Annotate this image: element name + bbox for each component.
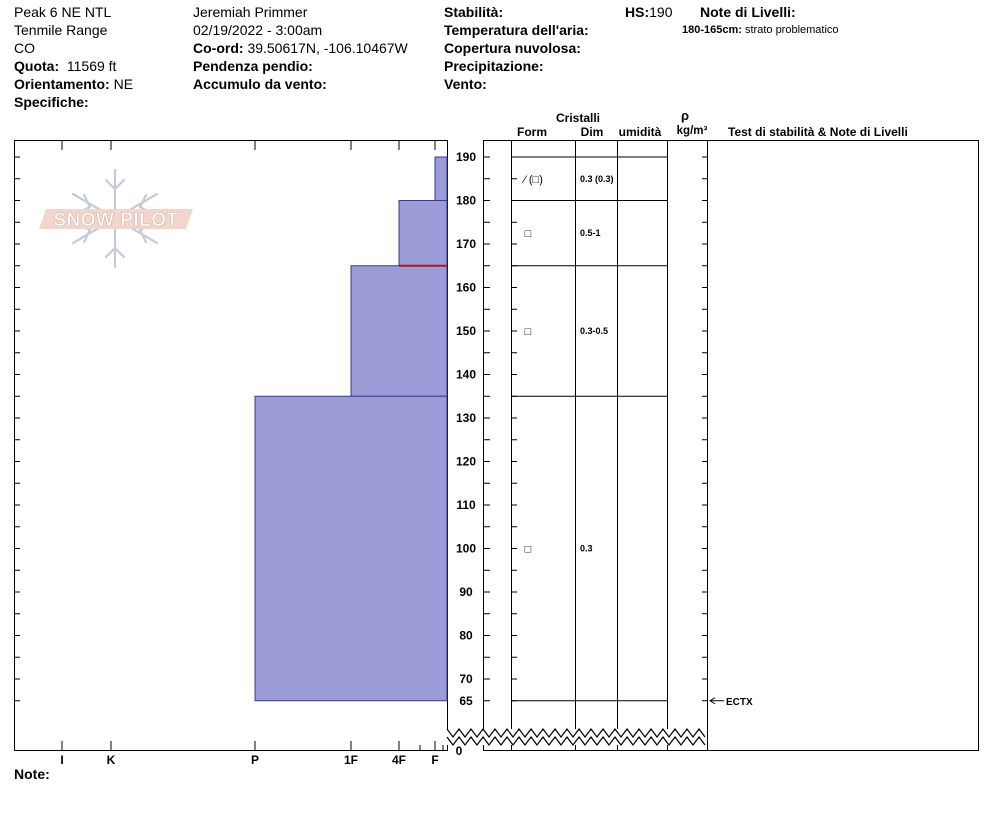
stability: Stabilità: <box>444 3 589 21</box>
wind-label: Vento: <box>444 76 487 92</box>
hs-value: 190 <box>649 4 673 20</box>
crystal-size: 0.3 <box>580 544 593 554</box>
stability-test-label: ECTX <box>726 697 753 708</box>
state: CO <box>14 40 35 56</box>
left-minor-ticks <box>14 156 20 702</box>
crystal-form: □ <box>525 544 532 556</box>
crystal-form: □ <box>525 326 532 338</box>
axis-break <box>446 728 707 746</box>
rho-header: ρ <box>681 108 689 123</box>
layer-notes-title: Note di Livelli: <box>700 3 796 21</box>
crystal-form: □ <box>525 228 532 240</box>
depth-tick-label: 70 <box>459 672 473 686</box>
stability-tests: ECTX <box>709 697 753 708</box>
location: Peak 6 NE NTL <box>14 4 112 20</box>
break-mask <box>447 729 707 737</box>
break-mask <box>447 737 707 745</box>
depth-axis: 190 180 170 160 150 140 130 120 110 100 90 80 70 65 0 <box>456 150 708 758</box>
hardness-tick-label: 1F <box>344 753 358 767</box>
layer-note-text: strato problematico <box>745 24 839 36</box>
dim-header: Dim <box>581 125 604 139</box>
crystal-form: ⁄ (□) <box>521 174 543 186</box>
depth-tick-label: 65 <box>459 694 473 708</box>
depth-zero-label: 0 <box>456 744 463 758</box>
hardness-axis: I K P 1F 4F F <box>60 140 444 767</box>
aspect-label: Orientamento: <box>14 76 110 92</box>
depth-tick-label: 190 <box>456 150 476 164</box>
logo-text: SNOW PILOT <box>53 210 178 231</box>
range: Tenmile Range <box>14 22 108 38</box>
air-temp-label: Temperatura dell'aria: <box>444 22 589 38</box>
hardness-tick-label: I <box>60 753 63 767</box>
coord-label: Co-ord: <box>193 40 244 56</box>
depth-tick-label: 180 <box>456 194 476 208</box>
elevation-label: Quota: <box>14 58 60 74</box>
depth-tick-label: 80 <box>459 629 473 643</box>
specifics-label: Specifiche: <box>14 94 89 110</box>
aspect-value: NE <box>113 76 134 92</box>
hs-label: HS: <box>625 4 650 20</box>
form-header: Form <box>517 125 547 139</box>
depth-tick-label: 140 <box>456 368 476 382</box>
depth-tick-label: 110 <box>456 498 476 512</box>
hardness-layer-bar <box>434 156 448 201</box>
datetime: 02/19/2022 - 3:00am <box>193 22 323 38</box>
depth-tick-label: 90 <box>459 585 473 599</box>
wind: Vento: <box>444 75 589 93</box>
stability-label: Stabilità: <box>444 4 504 20</box>
stability-header: Test di stabilità & Note di Livelli <box>728 125 908 139</box>
slope-label: Pendenza pendio: <box>193 58 313 74</box>
aspect: Orientamento: NE <box>14 75 133 93</box>
wind-loading-label: Accumulo da vento: <box>193 76 327 92</box>
layer-note-range: 180-165cm: <box>682 24 742 36</box>
depth-tick-label: 160 <box>456 281 476 295</box>
cloud-label: Copertura nuvolosa: <box>444 40 581 56</box>
hs: HS:190 <box>625 3 672 21</box>
hardness-layers <box>254 156 448 702</box>
cloud-cover: Copertura nuvolosa: <box>444 39 589 57</box>
depth-tick-label: 120 <box>456 455 476 469</box>
specifics: Specifiche: <box>14 93 133 111</box>
layer-note: 180-165cm: strato problematico <box>682 24 839 36</box>
crystal-size: 0.3-0.5 <box>580 326 608 336</box>
hardness-layer-bar <box>254 395 448 702</box>
logo-banner <box>39 209 193 229</box>
crystals-header: Cristalli <box>556 111 600 125</box>
hardness-tick-label: K <box>107 753 116 767</box>
hardness-tick-label: 4F <box>392 753 406 767</box>
notes: Note: <box>14 765 50 783</box>
break-zigzag-line <box>446 736 706 746</box>
elevation-value: 11569 ft <box>66 58 117 74</box>
stability-panel <box>707 140 979 751</box>
density-unit-header: kg/m³ <box>677 125 708 137</box>
depth-tick-label: 150 <box>456 324 476 338</box>
wind-loading: Accumulo da vento: <box>193 75 408 93</box>
hardness-layer-bar <box>398 200 448 267</box>
snowpilot-logo: SNOW PILOT <box>39 168 193 269</box>
depth-tick-label: 130 <box>456 411 476 425</box>
precipitation: Precipitazione: <box>444 57 589 75</box>
crystal-size: 0.5-1 <box>580 228 601 238</box>
depth-tick-label: 100 <box>456 542 476 556</box>
hardness-tick-label: F <box>431 753 438 767</box>
hardness-layer-bar <box>350 265 448 397</box>
coord-value: 39.50617N, -106.10467W <box>247 40 408 56</box>
layer-notes-label: Note di Livelli: <box>700 4 796 20</box>
arrow-head-icon <box>709 697 716 705</box>
coordinates: Co-ord: 39.50617N, -106.10467W <box>193 39 408 57</box>
break-zigzag-line <box>446 728 706 738</box>
moisture-header: umidità <box>619 125 662 139</box>
observer: Jeremiah Primmer <box>193 4 308 20</box>
air-temp: Temperatura dell'aria: <box>444 21 589 39</box>
elevation: Quota: 11569 ft <box>14 57 133 75</box>
crystal-rows: ⁄ (□) 0.3 (0.3) □ 0.5-1 □ 0.3-0.5 □ 0.3 <box>511 156 667 702</box>
notes-label: Note: <box>14 766 50 782</box>
crystal-size: 0.3 (0.3) <box>580 174 614 184</box>
crystal-table: ⁄ (□) 0.3 (0.3) □ 0.5-1 □ 0.3-0.5 □ 0.3 Cristal… <box>483 108 708 751</box>
depth-tick-label: 170 <box>456 237 476 251</box>
precip-label: Precipitazione: <box>444 58 544 74</box>
hardness-tick-label: P <box>251 753 259 767</box>
slope: Pendenza pendio: <box>193 57 408 75</box>
